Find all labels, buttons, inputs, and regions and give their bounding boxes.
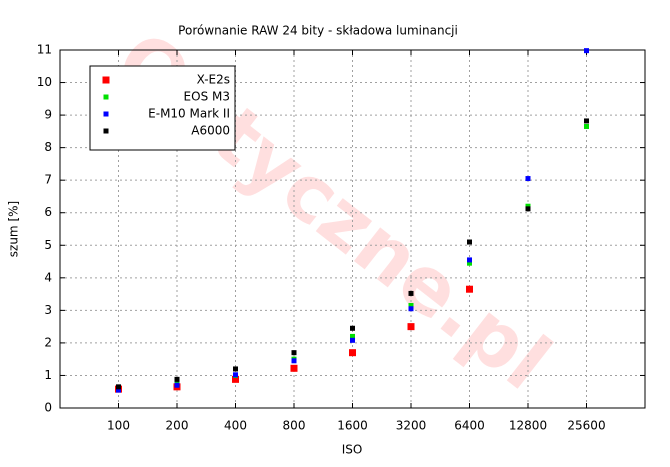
point — [525, 206, 531, 212]
x-tick-label: 800 — [283, 419, 306, 433]
point — [291, 358, 297, 364]
point — [233, 366, 238, 372]
point — [584, 118, 589, 124]
y-tick-label: 9 — [44, 108, 52, 122]
point — [525, 176, 531, 182]
legend-marker — [103, 94, 109, 100]
x-tick-label: 400 — [224, 419, 247, 433]
y-tick-label: 4 — [44, 270, 52, 284]
y-tick-label: 8 — [44, 140, 52, 154]
chart-title: Porównanie RAW 24 bity - składowa lumina… — [178, 24, 458, 38]
y-tick-label: 11 — [37, 43, 52, 57]
point — [584, 48, 589, 54]
legend-marker — [103, 111, 109, 117]
y-tick-label: 1 — [44, 368, 52, 382]
legend-marker — [103, 128, 109, 134]
point — [116, 384, 121, 390]
legend-label: A6000 — [191, 124, 230, 138]
legend-label: X-E2s — [197, 73, 230, 87]
point — [350, 325, 355, 331]
x-tick-label: 6400 — [454, 419, 485, 433]
x-tick-label: 200 — [166, 419, 189, 433]
point — [408, 306, 414, 312]
point — [291, 350, 297, 356]
y-tick-label: 6 — [44, 205, 52, 219]
point — [467, 239, 472, 245]
point — [467, 260, 472, 266]
x-tick-label: 12800 — [509, 419, 547, 433]
point — [233, 372, 238, 378]
legend: X-E2s EOS M3 E-M10 Mark II A6000 — [89, 65, 236, 151]
x-axis-label: ISO — [342, 443, 363, 457]
point — [525, 203, 531, 209]
x-tick-label: 3200 — [396, 419, 427, 433]
y-tick-label: 7 — [44, 173, 52, 187]
x-tick-label: 25600 — [567, 419, 605, 433]
plot-frame — [59, 49, 646, 409]
y-tick-label: 0 — [44, 401, 52, 415]
point — [174, 376, 180, 382]
legend-label: E-M10 Mark II — [148, 107, 230, 121]
point — [174, 382, 180, 388]
point — [407, 323, 415, 331]
legend-marker — [102, 76, 110, 84]
point — [584, 123, 589, 129]
point — [232, 375, 239, 383]
point — [350, 333, 355, 339]
point — [350, 337, 355, 343]
legend-box — [89, 65, 236, 151]
point — [349, 349, 356, 357]
point — [408, 302, 414, 308]
y-tick-label: 2 — [44, 335, 52, 349]
point — [467, 257, 472, 263]
y-tick-label: 3 — [44, 303, 52, 317]
y-tick-label: 10 — [37, 75, 52, 89]
y-tick-label: 5 — [44, 238, 52, 252]
y-axis-label: szum [%] — [7, 201, 21, 257]
x-tick-label: 100 — [107, 419, 130, 433]
point — [408, 290, 414, 296]
point — [116, 387, 121, 393]
x-tick-label: 1600 — [337, 419, 368, 433]
point — [466, 285, 473, 293]
legend-label: EOS M3 — [184, 90, 230, 104]
point — [290, 364, 298, 372]
